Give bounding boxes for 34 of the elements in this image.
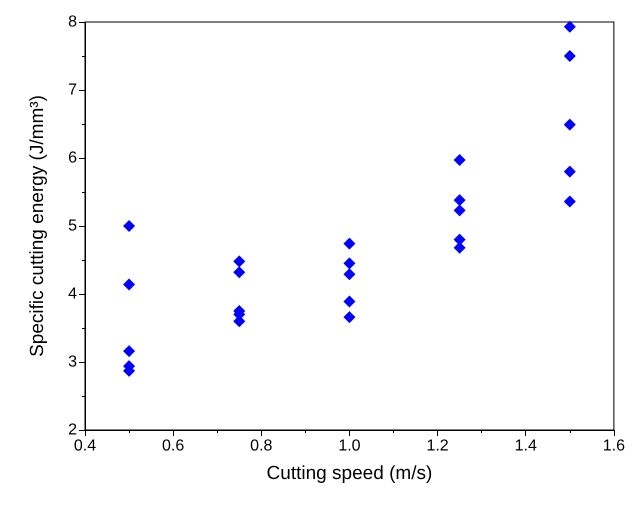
point [343, 311, 356, 324]
x-tick-label: 0.6 [162, 438, 184, 454]
point [343, 257, 356, 270]
point [454, 154, 466, 166]
y-tick-label: 7 [68, 82, 78, 98]
y-tick-label: 4 [68, 286, 78, 302]
x-tick-label: 1.4 [514, 438, 537, 454]
x-tick-label: 1.0 [338, 438, 361, 454]
point [123, 220, 136, 232]
point [564, 20, 576, 33]
point [564, 196, 576, 208]
point [454, 204, 466, 216]
y-tick-label: 8 [68, 14, 78, 30]
point [343, 268, 356, 280]
point [564, 166, 576, 178]
point [123, 278, 136, 290]
point [564, 50, 576, 62]
x-tick-label: 0.8 [250, 438, 273, 454]
point [233, 255, 246, 268]
y-axis-title: Specific cutting energy (J/mm³) [27, 95, 48, 357]
x-tick-label: 0.4 [74, 438, 96, 454]
point [454, 194, 466, 206]
x-axis-title: Cutting speed (m/s) [266, 463, 432, 484]
x-tick-label: 1.6 [602, 438, 626, 454]
y-tick-label: 2 [68, 422, 78, 438]
x-tick-label: 1.2 [426, 438, 449, 454]
point [564, 118, 576, 131]
point [123, 345, 136, 358]
y-tick-label: 6 [68, 150, 78, 166]
point [343, 295, 356, 308]
point [233, 266, 246, 278]
y-tick-label: 3 [68, 354, 78, 370]
y-tick-label: 5 [68, 218, 78, 234]
point [343, 238, 356, 250]
